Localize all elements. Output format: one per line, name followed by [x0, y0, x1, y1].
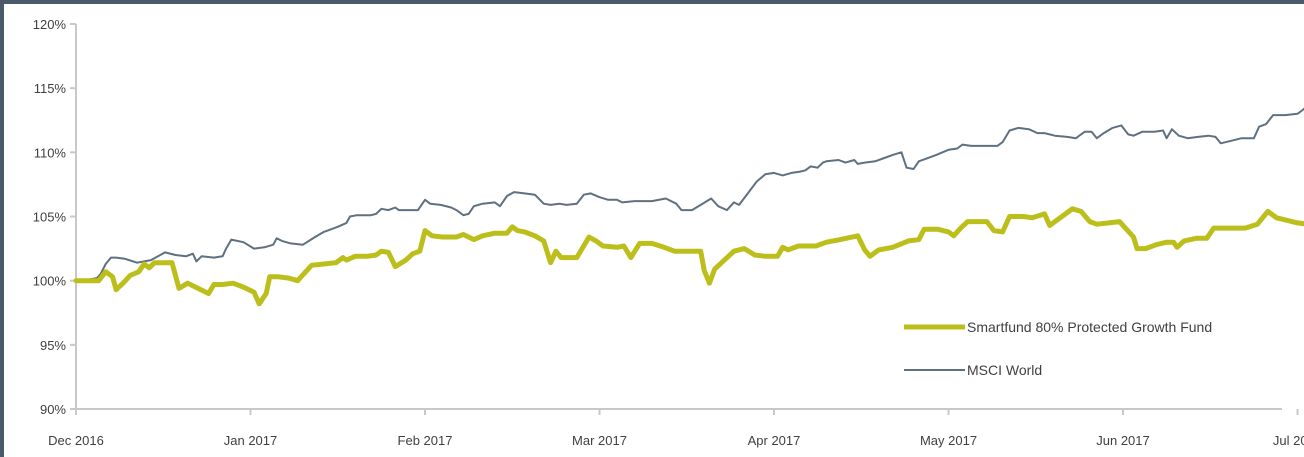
y-tick-label: 100%: [33, 274, 67, 289]
x-tick-label: Feb 2017: [398, 433, 453, 448]
legend-label-fund: Smartfund 80% Protected Growth Fund: [967, 319, 1212, 335]
x-tick-label: May 2017: [920, 433, 977, 448]
series-line-fund: [73, 206, 1304, 307]
y-tick-label: 95%: [40, 338, 66, 353]
x-tick-label: Jun 2017: [1096, 433, 1150, 448]
y-tick-label: 105%: [33, 210, 67, 225]
y-tick-label: 120%: [33, 17, 67, 32]
y-tick-label: 110%: [34, 145, 67, 160]
x-tick-label: Apr 2017: [748, 433, 801, 448]
chart-legend: Smartfund 80% Protected Growth Fund MSCI…: [904, 319, 1212, 378]
y-tick-label: 90%: [40, 402, 66, 417]
x-tick-label: Jul 2017: [1273, 433, 1304, 448]
y-tick-label: 115%: [34, 81, 67, 96]
x-tick-label: Mar 2017: [572, 433, 627, 448]
chart-axes: 90% 95% 100% 105% 110% 115% 120% Dec 2016 Jan 20…: [33, 17, 1304, 448]
series-line-msci: [75, 107, 1304, 282]
legend-label-msci: MSCI World: [967, 362, 1042, 378]
x-tick-label: Dec 2016: [48, 433, 104, 448]
chart-series-layer: [73, 107, 1304, 307]
x-tick-label: Jan 2017: [224, 433, 278, 448]
